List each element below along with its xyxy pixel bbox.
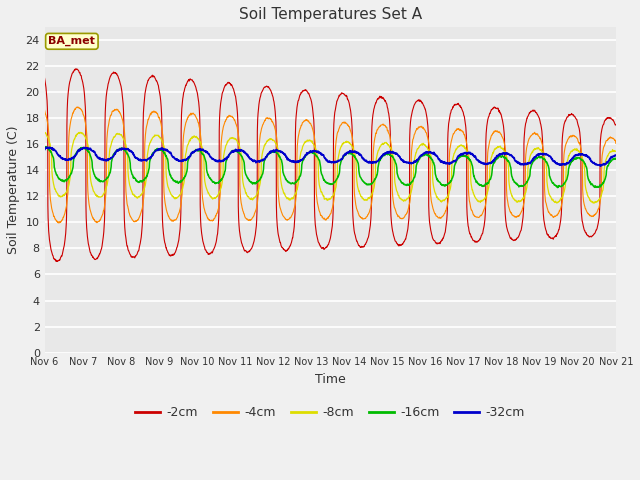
Text: BA_met: BA_met (49, 36, 95, 47)
Y-axis label: Soil Temperature (C): Soil Temperature (C) (7, 126, 20, 254)
Legend: -2cm, -4cm, -8cm, -16cm, -32cm: -2cm, -4cm, -8cm, -16cm, -32cm (131, 401, 530, 424)
Title: Soil Temperatures Set A: Soil Temperatures Set A (239, 7, 422, 22)
X-axis label: Time: Time (315, 373, 346, 386)
